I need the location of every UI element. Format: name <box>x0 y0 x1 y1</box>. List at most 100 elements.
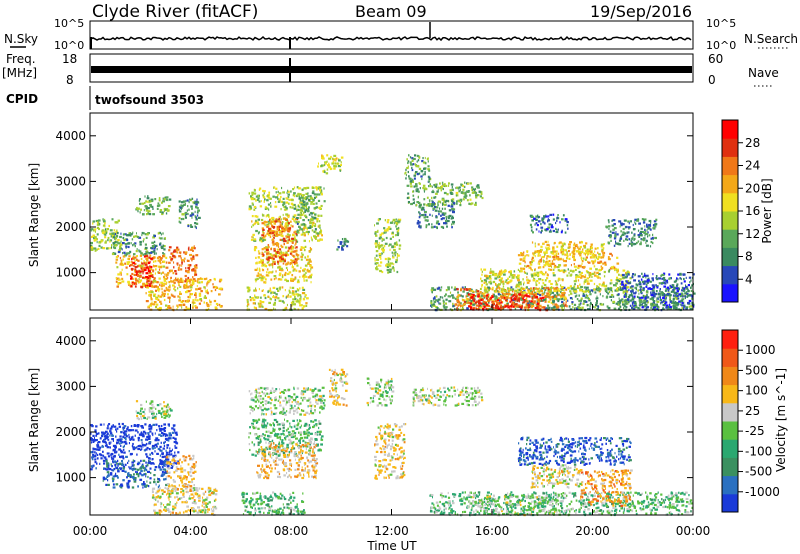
echo-cell <box>209 299 211 302</box>
echo-cell <box>670 301 674 304</box>
echo-cell <box>650 221 652 224</box>
echo-cell <box>277 197 279 200</box>
echo-cell <box>150 199 154 203</box>
echo-cell <box>426 158 429 161</box>
echo-cell <box>433 206 437 209</box>
echo-cell <box>206 289 208 292</box>
echo-cell <box>405 174 407 177</box>
echo-cell <box>597 276 600 279</box>
echo-cell <box>474 187 477 191</box>
echo-cell <box>302 222 304 226</box>
echo-cell <box>284 208 286 211</box>
echo-cell <box>126 234 129 237</box>
echo-cell <box>483 268 487 271</box>
echo-cell <box>295 269 298 272</box>
echo-cell <box>312 221 315 224</box>
echo-cell <box>573 307 575 310</box>
echo-cell <box>565 288 567 291</box>
echo-cell <box>148 294 150 297</box>
echo-cell <box>188 296 191 299</box>
echo-cell <box>551 224 553 227</box>
echo-cell <box>92 220 96 223</box>
echo-cell <box>552 218 555 221</box>
echo-cell <box>252 203 254 206</box>
echo-cell <box>451 198 455 201</box>
echo-cell <box>547 219 550 222</box>
echo-cell <box>477 295 480 298</box>
echo-cell <box>652 300 656 303</box>
echo-cell <box>415 188 417 191</box>
echo-cell <box>644 218 647 221</box>
echo-cell <box>555 290 557 293</box>
echo-cell <box>170 257 174 260</box>
echo-cell <box>669 305 672 309</box>
echo-cell <box>279 286 281 289</box>
echo-cell <box>594 291 597 294</box>
echo-cell <box>160 272 162 275</box>
echo-cell <box>536 287 540 290</box>
echo-cell <box>650 287 653 291</box>
echo-cell <box>263 254 265 257</box>
echo-cell <box>277 278 279 281</box>
echo-cell <box>131 258 133 261</box>
echo-cell <box>533 276 535 279</box>
echo-cell <box>163 278 166 281</box>
echo-cell <box>512 305 515 308</box>
echo-cell <box>454 304 456 307</box>
echo-cell <box>589 275 591 278</box>
echo-cell <box>621 280 624 283</box>
echo-cell <box>291 206 294 209</box>
echo-cell <box>659 288 661 291</box>
echo-cell <box>321 189 323 192</box>
echo-cell <box>180 207 182 210</box>
echo-cell <box>282 203 284 207</box>
echo-cell <box>524 264 526 268</box>
echo-cell <box>514 295 518 298</box>
echo-cell <box>435 299 438 302</box>
echo-cell <box>452 202 456 205</box>
echo-cell <box>611 254 613 257</box>
echo-cell <box>569 269 572 272</box>
echo-cell <box>626 270 629 273</box>
echo-cell <box>145 282 148 285</box>
echo-cell <box>147 210 151 213</box>
echo-cell <box>149 205 152 208</box>
echo-cell <box>506 296 509 299</box>
echo-cell <box>625 273 629 276</box>
echo-cell <box>572 249 575 252</box>
echo-cell <box>590 289 594 292</box>
echo-cell <box>126 242 130 245</box>
echo-cell <box>173 261 175 264</box>
echo-cell <box>383 227 386 230</box>
echo-cell <box>92 229 95 232</box>
echo-cell <box>678 294 680 297</box>
echo-cell <box>187 285 189 288</box>
echo-cell <box>596 300 598 303</box>
echo-cell <box>90 228 94 231</box>
echo-cell <box>343 240 346 243</box>
echo-cell <box>284 239 287 242</box>
echo-cell <box>429 183 431 186</box>
echo-cell <box>289 263 291 266</box>
echo-region <box>617 272 695 312</box>
echo-cell <box>131 238 134 241</box>
echo-cell <box>425 188 428 191</box>
echo-cell <box>494 300 496 303</box>
echo-cell <box>246 298 248 302</box>
echo-cell <box>269 253 272 256</box>
echo-cell <box>267 230 269 233</box>
echo-cell <box>121 277 124 280</box>
echo-cell <box>143 262 145 265</box>
echo-cell <box>255 256 257 259</box>
echo-cell <box>396 270 399 274</box>
echo-cell <box>587 260 589 263</box>
echo-cell <box>127 245 130 249</box>
echo-cell <box>283 240 286 243</box>
echo-cell <box>173 281 176 284</box>
echo-cell <box>544 240 548 243</box>
echo-cell <box>438 187 442 190</box>
echo-cell <box>383 251 385 254</box>
echo-cell <box>610 234 612 237</box>
echo-cell <box>163 248 166 251</box>
echo-cell <box>404 172 406 175</box>
